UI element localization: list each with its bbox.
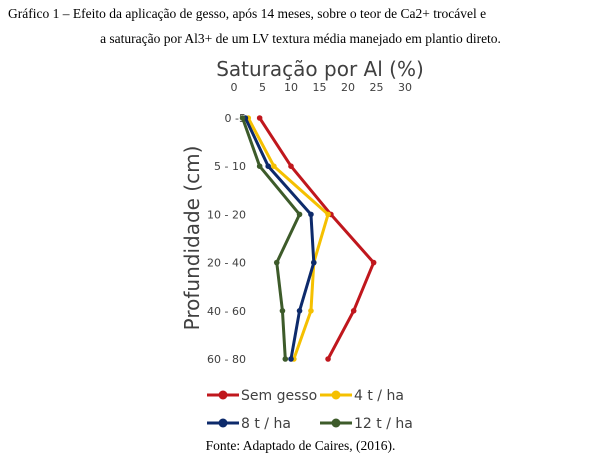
legend-marker: [218, 390, 228, 400]
x-tick-label: 15: [313, 81, 327, 94]
data-point: [311, 259, 317, 266]
legend-item: Sem gesso: [207, 388, 317, 404]
data-point: [325, 356, 331, 362]
y-tick-label: 40 - 60: [207, 305, 246, 318]
series-12-t-ha: [239, 115, 303, 362]
legend-label: 8 t / ha: [241, 416, 291, 432]
legend-label: 12 t / ha: [354, 416, 413, 432]
series-line: [258, 117, 376, 360]
data-point: [288, 163, 294, 169]
series-line: [246, 117, 330, 360]
data-point: [296, 308, 303, 314]
legend-marker: [331, 418, 341, 428]
x-tick-label: 5: [259, 81, 266, 94]
y-tick-label: 10 - 20: [207, 208, 246, 221]
data-point: [308, 211, 314, 218]
data-point: [308, 308, 314, 314]
data-point: [282, 356, 289, 362]
y-tick-label: 0 -5: [225, 112, 246, 125]
data-point: [273, 259, 280, 266]
legend-marker: [331, 390, 341, 400]
x-tick-label: 10: [284, 81, 298, 94]
y-tick-labels: 0 -5 5 - 10 10 - 20 20 - 40 40 - 60 60 - 80: [207, 112, 246, 366]
data-point: [256, 115, 263, 121]
legend-item: 8 t / ha: [207, 416, 291, 432]
x-tick-label: 25: [370, 81, 384, 94]
chart-title: Saturação por Al (%): [216, 57, 424, 81]
legend-item: 12 t / ha: [320, 416, 413, 432]
legend-label: Sem gesso: [241, 388, 317, 404]
y-axis-label: Profundidade (cm): [180, 146, 204, 331]
legend-item: 4 t / ha: [320, 388, 404, 404]
data-point: [256, 163, 263, 169]
x-tick-labels: 0 5 10 15 20 25 30: [231, 81, 413, 94]
legend-marker: [218, 418, 228, 428]
data-point: [370, 259, 377, 266]
data-point: [288, 356, 294, 362]
legend: Sem gesso 4 t / ha 8 t / ha 12 t / ha: [207, 388, 413, 432]
data-point: [350, 308, 357, 314]
series-line: [241, 117, 302, 360]
y-tick-label: 60 - 80: [207, 353, 246, 366]
legend-label: 4 t / ha: [354, 388, 404, 404]
figure-caption-line2: a saturação por Al3+ de um LV textura mé…: [100, 31, 501, 46]
series-lines: [239, 115, 377, 362]
x-tick-label: 30: [398, 81, 412, 94]
data-point: [271, 163, 277, 169]
x-tick-label: 20: [341, 81, 355, 94]
data-point: [279, 308, 286, 314]
series-sem-gesso: [256, 115, 377, 362]
y-tick-label: 5 - 10: [214, 160, 246, 173]
data-point: [239, 115, 246, 121]
series-8-t-ha: [242, 115, 317, 362]
x-tick-label: 0: [231, 81, 238, 94]
figure-source: Fonte: Adaptado de Caires, (2016).: [205, 438, 396, 453]
series-line: [244, 117, 316, 360]
y-tick-label: 20 - 40: [207, 257, 246, 270]
figure-caption-line1: Gráfico 1 – Efeito da aplicação de gesso…: [8, 6, 487, 21]
data-point: [325, 211, 331, 218]
data-point: [296, 211, 303, 218]
data-point: [265, 163, 272, 169]
